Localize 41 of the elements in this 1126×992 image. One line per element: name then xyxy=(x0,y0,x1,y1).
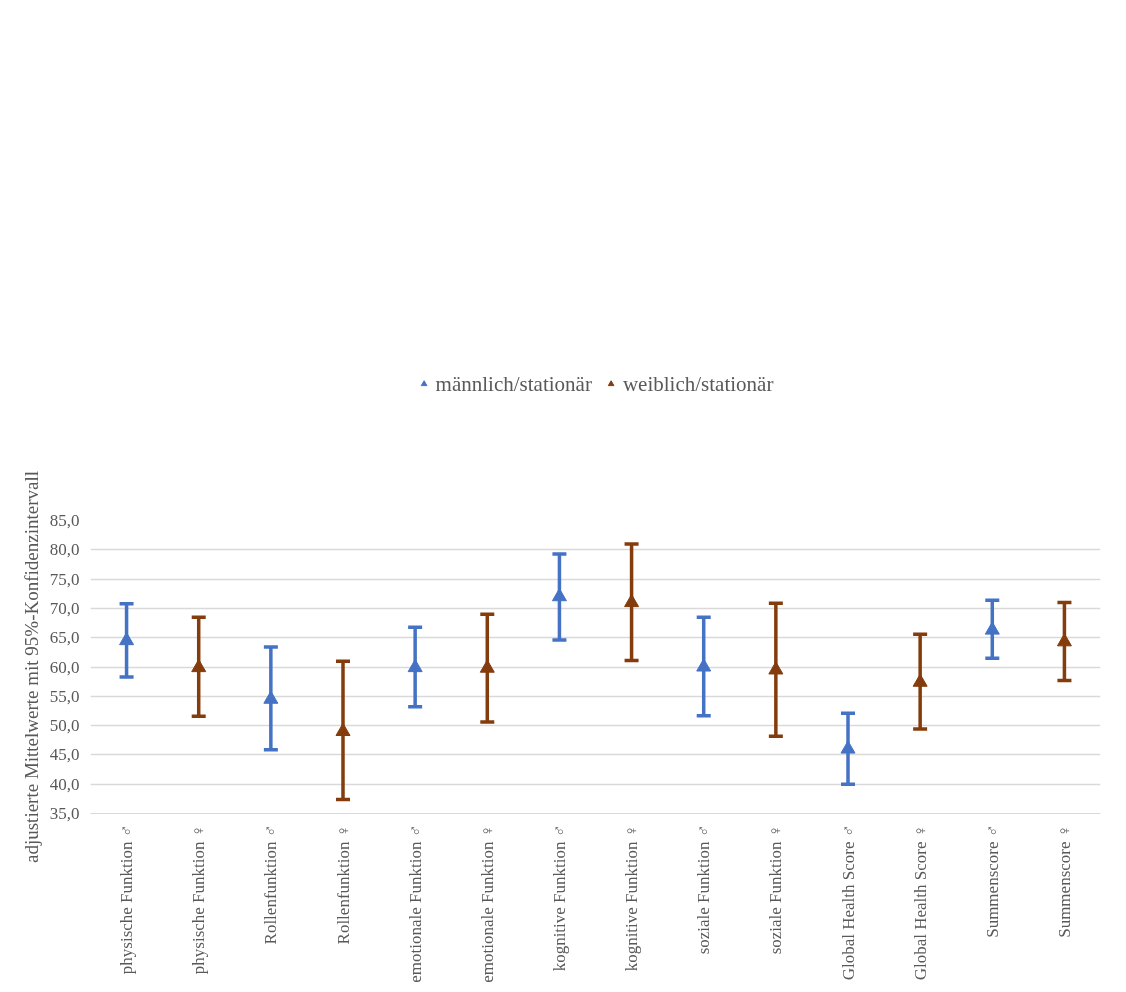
point xyxy=(1056,633,1072,647)
y-tick-label: 85,0 xyxy=(49,511,80,530)
y-tick-label: 75,0 xyxy=(49,569,80,589)
x-tick-label: kognitive Funktion ♂ xyxy=(549,824,569,972)
point xyxy=(263,690,279,704)
y-tick-label: 35,0 xyxy=(49,804,80,823)
y-tick-label: 50,0 xyxy=(49,716,80,736)
x-tick-label: emotionale Funktion ♀ xyxy=(477,824,497,983)
point xyxy=(191,659,207,673)
x-tick-label: Global Health Score ♀ xyxy=(910,824,930,981)
point xyxy=(840,740,856,754)
y-tick-label: 55,0 xyxy=(49,686,80,706)
x-tick-label: Global Health Score ♂ xyxy=(838,824,858,981)
point xyxy=(551,588,567,602)
x-tick-label: soziale Funktion ♀ xyxy=(766,824,786,955)
x-tick-label: physische Funktion ♀ xyxy=(189,824,209,975)
point xyxy=(407,659,423,673)
x-tick-label: soziale Funktion ♂ xyxy=(694,824,714,955)
point xyxy=(696,658,712,672)
legend-label: männlich/stationär xyxy=(435,371,592,397)
legend-label: weiblich/stationär xyxy=(622,371,774,397)
x-tick-label: Summenscore ♂ xyxy=(982,824,1002,938)
point xyxy=(119,632,135,646)
y-axis-title: adjustierte Mittelwerte mit 95%-Konfidenzintervall xyxy=(20,470,42,864)
x-tick-label: Rollenfunktion ♂ xyxy=(261,824,281,945)
x-tick-label: kognitive Funktion ♀ xyxy=(622,824,642,972)
point xyxy=(479,659,495,673)
x-tick-label: Summenscore ♀ xyxy=(1054,824,1074,938)
y-tick-label: 70,0 xyxy=(49,598,80,618)
point xyxy=(335,722,351,736)
y-tick-label: 65,0 xyxy=(49,628,80,648)
x-tick-label: emotionale Funktion ♂ xyxy=(405,824,425,983)
point xyxy=(912,673,928,687)
x-tick-label: physische Funktion ♂ xyxy=(117,824,137,975)
x-tick-label: Rollenfunktion ♀ xyxy=(333,824,353,945)
y-tick-label: 40,0 xyxy=(49,774,80,794)
y-tick-label: 80,0 xyxy=(49,540,80,560)
point xyxy=(768,661,784,675)
y-tick-label: 45,0 xyxy=(49,745,80,765)
point xyxy=(984,621,1000,635)
y-tick-label: 60,0 xyxy=(49,657,80,677)
